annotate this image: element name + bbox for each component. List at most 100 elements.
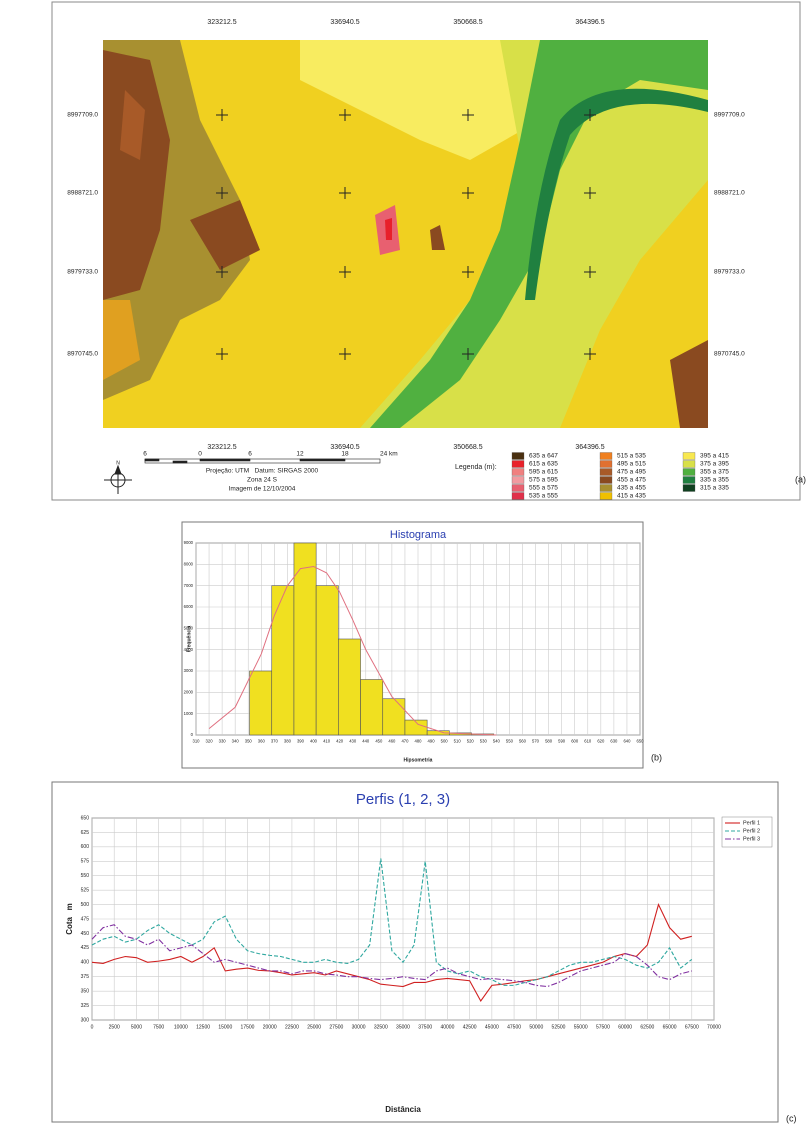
y-tick-label: 9000 (184, 540, 194, 545)
histogram-bar (361, 680, 383, 735)
legend-swatch (683, 469, 695, 476)
image-date: Imagem de 12/10/2004 (229, 486, 296, 493)
legend-label: 615 a 635 (529, 461, 558, 468)
x-tick-label: 450 (375, 738, 383, 743)
legend-label: 415 a 435 (617, 493, 646, 500)
map-right-label: 8970745.0 (714, 351, 745, 358)
map-bottom-label: 323212.5 (207, 444, 236, 451)
legend-label: 315 a 335 (700, 485, 729, 492)
map-right-label: 8997709.0 (714, 112, 745, 119)
x-tick-label: 40000 (440, 1024, 454, 1030)
map-top-label: 323212.5 (207, 19, 236, 26)
y-tick-label: 500 (81, 902, 90, 908)
scale-label: 6 (248, 451, 252, 458)
y-tick-label: 400 (81, 960, 90, 966)
map-bottom-label: 350668.5 (453, 444, 482, 451)
map-left-label: 8997709.0 (67, 112, 98, 119)
y-tick-label: 575 (81, 859, 90, 865)
y-tick-label: 550 (81, 873, 90, 879)
chart-title: Histograma (390, 529, 447, 541)
x-tick-label: 65000 (663, 1024, 677, 1030)
x-tick-label: 630 (610, 738, 618, 743)
legend-label: 435 a 455 (617, 485, 646, 492)
legend-label: Perfil 1 (743, 820, 760, 826)
histogram-bar (250, 671, 272, 735)
legend-label: 555 a 575 (529, 485, 558, 492)
map-left-label: 8970745.0 (67, 351, 98, 358)
x-axis-label: Distância (385, 1105, 421, 1114)
x-tick-label: 380 (284, 738, 292, 743)
legend-swatch (512, 493, 524, 500)
y-tick-label: 7000 (184, 583, 194, 588)
x-axis-label: Hipsometria (404, 757, 433, 763)
x-tick-label: 540 (493, 738, 501, 743)
scale-bar (145, 459, 380, 463)
panel-label: (a) (795, 474, 806, 484)
x-tick-label: 62500 (640, 1024, 654, 1030)
x-tick-label: 360 (258, 738, 266, 743)
x-tick-label: 600 (571, 738, 579, 743)
x-tick-label: 25000 (307, 1024, 321, 1030)
x-tick-label: 42500 (463, 1024, 477, 1030)
x-tick-label: 560 (519, 738, 527, 743)
legend-label: 355 a 375 (700, 469, 729, 476)
x-tick-label: 500 (441, 738, 449, 743)
legend-swatch (683, 461, 695, 468)
x-tick-label: 10000 (174, 1024, 188, 1030)
x-tick-label: 2500 (109, 1024, 120, 1030)
y-tick-label: 325 (81, 1003, 90, 1009)
map-top-label: 336940.5 (330, 19, 359, 26)
legend-swatch (683, 485, 695, 492)
y-tick-label: 350 (81, 988, 90, 994)
zone: Zona 24 S (247, 477, 278, 484)
x-tick-label: 520 (467, 738, 475, 743)
x-tick-label: 55000 (574, 1024, 588, 1030)
legend-swatch (683, 453, 695, 460)
x-tick-label: 47500 (507, 1024, 521, 1030)
legend-swatch (512, 461, 524, 468)
legend-swatch (600, 493, 612, 500)
x-tick-label: 60000 (618, 1024, 632, 1030)
projection: Projeção: UTM Datum: SIRGAS 2000 (206, 468, 319, 475)
x-tick-label: 610 (584, 738, 592, 743)
legend-swatch (600, 485, 612, 492)
y-tick-label: 1000 (184, 711, 194, 716)
map-left-label: 8988721.0 (67, 190, 98, 197)
y-tick-label: 625 (81, 830, 90, 836)
legend-swatch (683, 477, 695, 484)
x-tick-label: 350 (245, 738, 253, 743)
x-tick-label: 67500 (685, 1024, 699, 1030)
scale-label: 0 (198, 451, 202, 458)
x-tick-label: 20000 (263, 1024, 277, 1030)
x-tick-label: 420 (336, 738, 344, 743)
histogram-bar (383, 699, 405, 735)
x-tick-label: 310 (193, 738, 201, 743)
y-tick-label: 450 (81, 931, 90, 937)
y-axis-label: Cota m (65, 903, 74, 935)
elevation-map (103, 40, 708, 428)
legend-swatch (512, 477, 524, 484)
x-tick-label: 37500 (418, 1024, 432, 1030)
x-tick-label: 7500 (153, 1024, 164, 1030)
x-tick-label: 480 (415, 738, 423, 743)
legend-swatch (600, 477, 612, 484)
legend-swatch (600, 461, 612, 468)
x-tick-label: 17500 (241, 1024, 255, 1030)
legend-label: 515 a 535 (617, 453, 646, 460)
x-tick-label: 35000 (396, 1024, 410, 1030)
x-tick-label: 570 (532, 738, 540, 743)
y-tick-label: 6000 (184, 604, 194, 609)
x-tick-label: 490 (428, 738, 436, 743)
panel-label: (c) (786, 1113, 797, 1123)
y-tick-label: 425 (81, 945, 90, 951)
x-tick-label: 440 (362, 738, 370, 743)
x-tick-label: 400 (310, 738, 318, 743)
x-tick-label: 320 (206, 738, 214, 743)
x-tick-label: 390 (297, 738, 305, 743)
scale-label: 6 (143, 451, 147, 458)
x-tick-label: 27500 (329, 1024, 343, 1030)
x-tick-label: 580 (545, 738, 553, 743)
x-tick-label: 45000 (485, 1024, 499, 1030)
y-tick-label: 525 (81, 887, 90, 893)
x-tick-label: 5000 (131, 1024, 142, 1030)
